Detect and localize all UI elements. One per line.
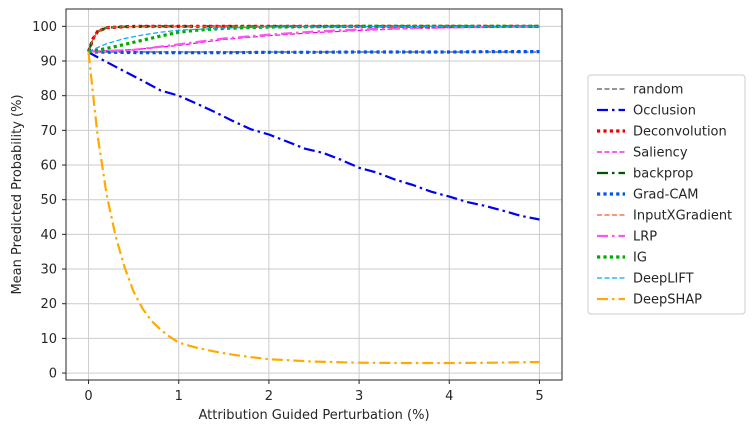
x-tick-label: 5 <box>535 389 543 404</box>
legend-entry: Grad-CAM <box>633 188 699 203</box>
y-tick-label: 60 <box>40 159 57 174</box>
y-tick-label: 90 <box>40 55 57 70</box>
gridlines <box>66 9 562 380</box>
y-tick-label: 30 <box>40 263 57 278</box>
series-line-grad-cam <box>88 49 540 55</box>
y-tick-label: 20 <box>40 297 57 312</box>
series-line-deepshap <box>87 52 540 365</box>
legend-entry: Deconvolution <box>633 125 727 140</box>
plot-frame <box>65 8 563 381</box>
y-tick-label: 70 <box>40 124 57 139</box>
legend-entry: random <box>633 83 683 98</box>
y-tick-label: 100 <box>32 20 57 35</box>
series-line-inputxgradient <box>87 25 540 52</box>
x-tick-label: 1 <box>175 389 183 404</box>
legend-entry: backprop <box>633 167 693 182</box>
y-axis-label: Mean Predicted Probability (%) <box>10 94 25 294</box>
x-tick-label: 4 <box>445 389 453 404</box>
legend-box <box>587 74 746 315</box>
series-line-occlusion <box>87 51 540 221</box>
legend-entry: DeepLIFT <box>633 272 694 287</box>
y-tick-label: 40 <box>40 228 57 243</box>
legend-entry: InputXGradient <box>633 209 732 224</box>
series-lines <box>86 24 540 365</box>
series-line-deeplift <box>88 25 540 53</box>
legend: random Occlusion Deconvolution Saliency back… <box>587 74 746 315</box>
x-tick-label: 2 <box>265 389 273 404</box>
series-line-ig <box>88 24 540 54</box>
x-tick-label: 0 <box>84 389 92 404</box>
y-tick-label: 80 <box>40 89 57 104</box>
y-ticks: 0 10 20 30 40 50 60 70 80 90 100 <box>32 20 66 382</box>
y-tick-label: 50 <box>40 193 57 208</box>
legend-entry: DeepSHAP <box>633 293 702 308</box>
x-axis-label: Attribution Guided Perturbation (%) <box>198 408 429 423</box>
legend-entry: Occlusion <box>633 104 696 119</box>
y-tick-label: 10 <box>40 332 57 347</box>
y-tick-label: 0 <box>49 367 57 382</box>
x-ticks: 0 1 2 3 4 5 <box>84 380 544 404</box>
legend-entry: IG <box>633 251 647 266</box>
legend-entry: Saliency <box>633 146 688 161</box>
x-tick-label: 3 <box>355 389 363 404</box>
series-line-lrp <box>88 25 540 53</box>
legend-entry: LRP <box>633 230 657 245</box>
